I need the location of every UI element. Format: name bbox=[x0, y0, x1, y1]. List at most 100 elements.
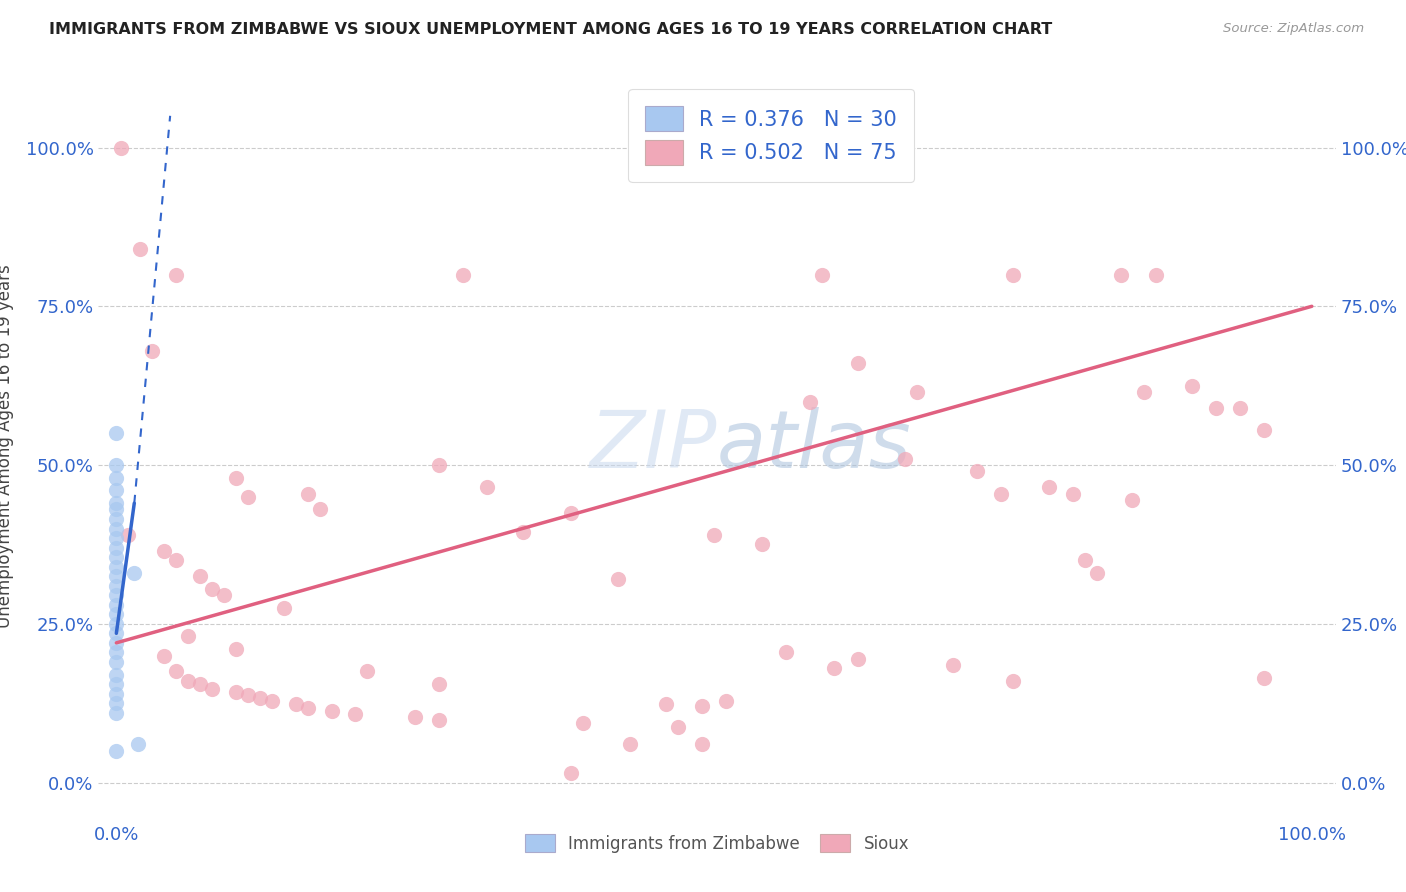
Point bbox=[105, 550, 128, 565]
Point bbox=[1253, 423, 1275, 437]
Point bbox=[1062, 486, 1084, 500]
Point bbox=[188, 677, 211, 691]
Point bbox=[117, 528, 139, 542]
Point bbox=[427, 458, 450, 472]
Point bbox=[177, 673, 200, 688]
Point bbox=[105, 502, 128, 516]
Point bbox=[105, 522, 128, 536]
Point bbox=[105, 512, 128, 526]
Point bbox=[249, 691, 271, 706]
Point bbox=[1001, 673, 1024, 688]
Point bbox=[105, 687, 128, 701]
Point bbox=[153, 648, 176, 663]
Point bbox=[1073, 553, 1095, 567]
Point bbox=[560, 506, 582, 520]
Legend: Immigrants from Zimbabwe, Sioux: Immigrants from Zimbabwe, Sioux bbox=[517, 826, 917, 861]
Point bbox=[846, 356, 869, 370]
Point bbox=[607, 572, 630, 586]
Text: IMMIGRANTS FROM ZIMBABWE VS SIOUX UNEMPLOYMENT AMONG AGES 16 TO 19 YEARS CORRELA: IMMIGRANTS FROM ZIMBABWE VS SIOUX UNEMPL… bbox=[49, 22, 1053, 37]
Point bbox=[105, 744, 128, 758]
Point bbox=[105, 559, 128, 574]
Point bbox=[714, 694, 737, 708]
Point bbox=[105, 706, 128, 720]
Text: atlas: atlas bbox=[717, 407, 912, 485]
Point bbox=[356, 665, 378, 679]
Point bbox=[344, 706, 367, 721]
Text: ZIP: ZIP bbox=[589, 407, 717, 485]
Point bbox=[427, 714, 450, 728]
Point bbox=[1253, 671, 1275, 685]
Point bbox=[1229, 401, 1251, 415]
Point bbox=[127, 738, 149, 752]
Point bbox=[105, 426, 128, 441]
Point bbox=[105, 496, 128, 510]
Point bbox=[1038, 480, 1060, 494]
Point bbox=[236, 490, 259, 504]
Point bbox=[105, 626, 128, 640]
Point bbox=[846, 651, 869, 665]
Point bbox=[666, 720, 689, 734]
Point bbox=[225, 471, 247, 485]
Point bbox=[105, 696, 128, 710]
Point bbox=[1181, 378, 1204, 392]
Point bbox=[141, 343, 163, 358]
Point bbox=[110, 140, 132, 154]
Point bbox=[105, 616, 128, 631]
Point bbox=[775, 645, 797, 659]
Point bbox=[212, 588, 235, 602]
Point bbox=[823, 661, 845, 675]
Point bbox=[1085, 566, 1108, 580]
Point bbox=[560, 766, 582, 780]
Point bbox=[105, 569, 128, 583]
Point bbox=[799, 394, 821, 409]
Point bbox=[475, 480, 498, 494]
Point bbox=[308, 502, 330, 516]
Point bbox=[105, 471, 128, 485]
Point bbox=[1144, 268, 1167, 282]
Y-axis label: Unemployment Among Ages 16 to 19 years: Unemployment Among Ages 16 to 19 years bbox=[0, 264, 14, 628]
Point bbox=[990, 486, 1012, 500]
Point bbox=[129, 242, 152, 256]
Point bbox=[690, 738, 713, 752]
Point bbox=[1205, 401, 1227, 415]
Point bbox=[810, 268, 832, 282]
Point bbox=[165, 553, 187, 567]
Point bbox=[260, 694, 283, 708]
Point bbox=[153, 543, 176, 558]
Point bbox=[905, 384, 928, 399]
Point bbox=[105, 541, 128, 555]
Point bbox=[703, 528, 725, 542]
Point bbox=[105, 531, 128, 545]
Point bbox=[225, 685, 247, 699]
Point bbox=[451, 268, 474, 282]
Point bbox=[297, 486, 319, 500]
Point bbox=[1121, 493, 1143, 508]
Point bbox=[105, 645, 128, 659]
Point bbox=[894, 451, 917, 466]
Point bbox=[105, 483, 128, 498]
Point bbox=[690, 699, 713, 714]
Point bbox=[105, 677, 128, 691]
Point bbox=[1109, 268, 1132, 282]
Point bbox=[655, 698, 678, 712]
Point bbox=[321, 704, 343, 718]
Point bbox=[751, 537, 773, 551]
Point bbox=[201, 582, 224, 596]
Point bbox=[105, 655, 128, 669]
Point bbox=[236, 688, 259, 702]
Text: Source: ZipAtlas.com: Source: ZipAtlas.com bbox=[1223, 22, 1364, 36]
Point bbox=[201, 681, 224, 696]
Point bbox=[105, 579, 128, 593]
Point bbox=[571, 716, 593, 731]
Point bbox=[165, 665, 187, 679]
Point bbox=[105, 636, 128, 650]
Point bbox=[165, 268, 187, 282]
Point bbox=[188, 569, 211, 583]
Point bbox=[1133, 384, 1156, 399]
Point bbox=[619, 738, 641, 752]
Point bbox=[512, 524, 534, 539]
Point bbox=[966, 464, 988, 478]
Point bbox=[297, 700, 319, 714]
Point bbox=[284, 698, 307, 712]
Point bbox=[273, 601, 295, 615]
